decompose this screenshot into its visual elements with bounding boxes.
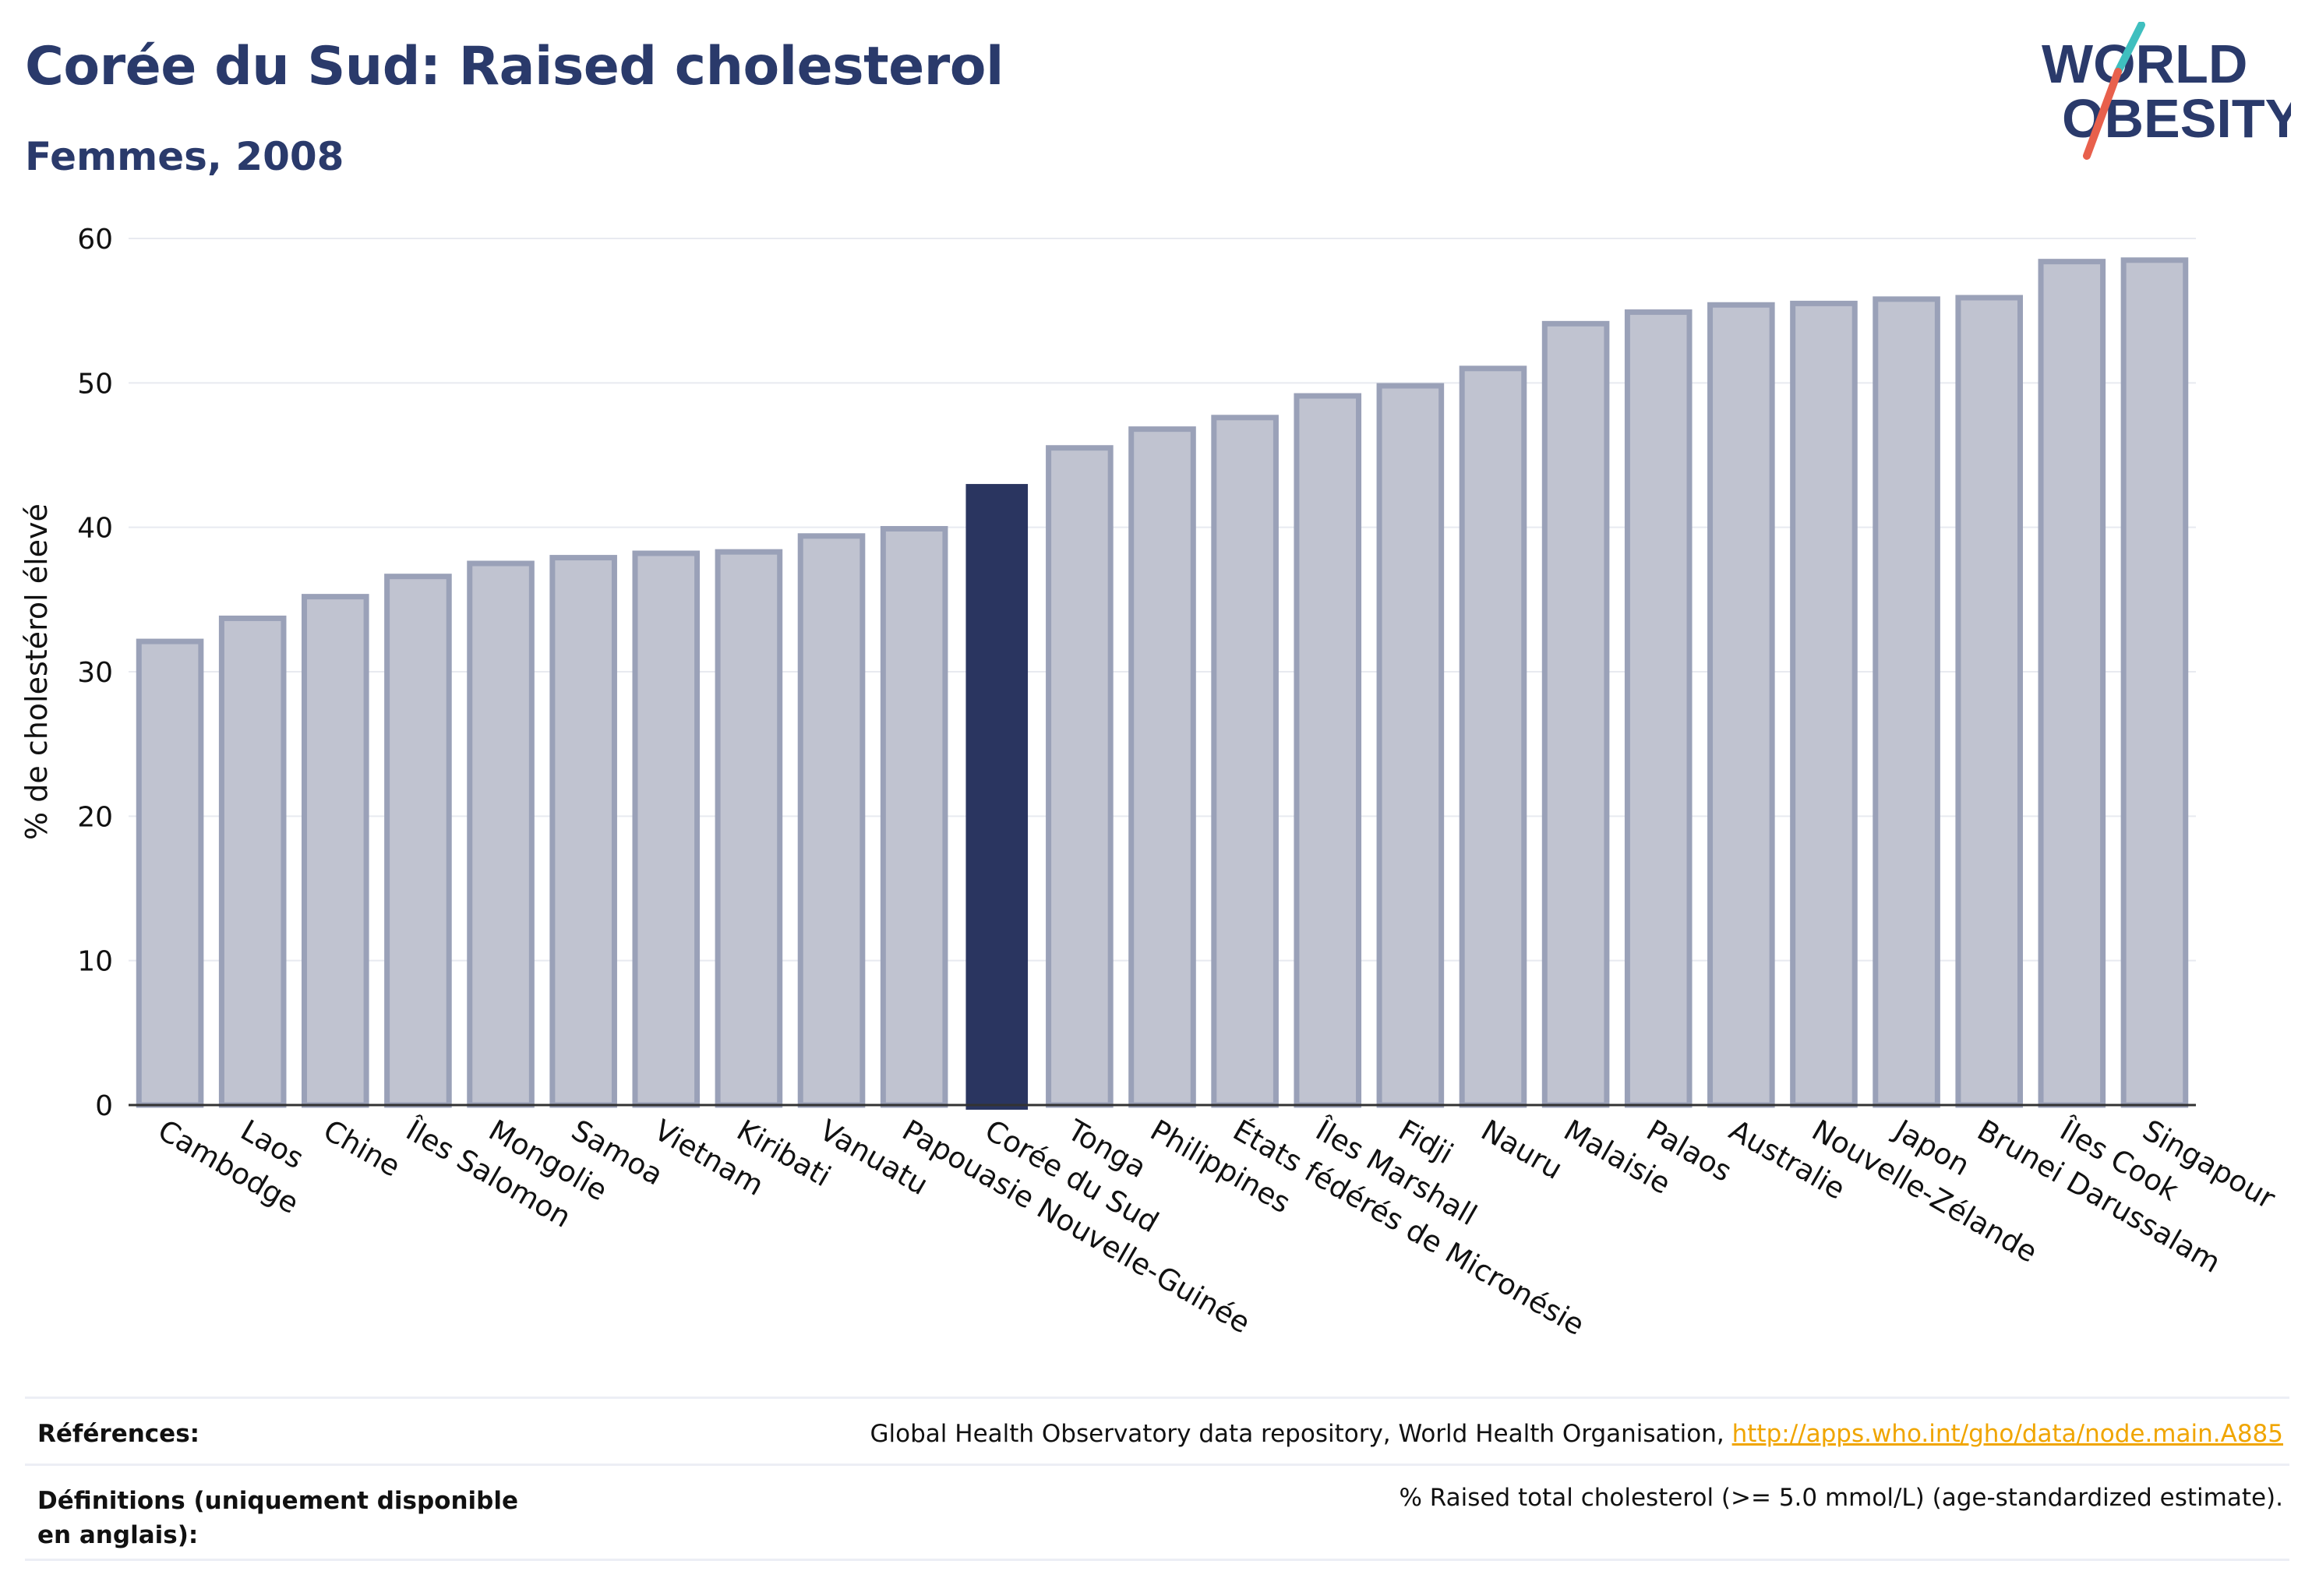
y-tick-label: 0 [95, 1090, 113, 1122]
bar [384, 574, 452, 1108]
y-tick-label: 20 [77, 801, 113, 833]
definitions-label: Définitions (uniquement disponible en an… [37, 1487, 519, 1549]
bar [1046, 445, 1114, 1108]
page-title: Corée du Sud: Raised cholesterol [25, 36, 1004, 97]
x-tick-label: Nauru [1475, 1114, 1568, 1186]
bar [1211, 415, 1279, 1108]
y-tick-label: 50 [77, 368, 113, 400]
bar [1541, 320, 1610, 1108]
x-tick-label: Chine [318, 1114, 406, 1184]
references-text: Global Health Observatory data repositor… [870, 1420, 1732, 1448]
bar [1294, 393, 1362, 1108]
bar [797, 533, 866, 1108]
world-obesity-logo: WORLD OBESITY [2042, 22, 2291, 160]
chart-bars [136, 257, 2189, 1110]
y-axis-ticks: 0 10 20 30 40 50 60 [77, 224, 113, 1122]
y-tick-label: 10 [77, 946, 113, 978]
footer-divider [25, 1559, 2289, 1561]
bar [1790, 300, 1858, 1108]
bar [549, 555, 617, 1108]
references-label: Références: [37, 1420, 200, 1448]
bar [880, 526, 948, 1108]
bar [1459, 365, 1527, 1108]
bar [136, 638, 204, 1108]
bar [218, 615, 287, 1108]
footer-divider [25, 1464, 2289, 1466]
y-tick-label: 30 [77, 657, 113, 689]
footer-divider [25, 1396, 2289, 1399]
references-value: Global Health Observatory data repositor… [870, 1420, 2283, 1448]
bar [632, 550, 701, 1108]
page-subtitle: Femmes, 2008 [25, 134, 344, 179]
bar [1955, 295, 2023, 1108]
bar [302, 594, 369, 1108]
bar [1873, 296, 1940, 1108]
bar [1624, 309, 1693, 1108]
definitions-value: % Raised total cholesterol (>= 5.0 mmol/… [1399, 1484, 2283, 1512]
bar [2038, 259, 2106, 1108]
bar [965, 484, 1029, 1110]
logo-line1: WORLD [2042, 34, 2247, 94]
bar [1707, 302, 1775, 1108]
bar [467, 560, 535, 1108]
y-tick-label: 60 [77, 224, 113, 256]
bar [2120, 257, 2189, 1108]
logo-slash-top [2114, 22, 2145, 76]
references-link[interactable]: http://apps.who.int/gho/data/node.main.A… [1731, 1420, 2283, 1448]
bar [1128, 426, 1196, 1108]
y-tick-label: 40 [77, 513, 113, 545]
y-axis-label: % de cholestérol élevé [19, 503, 54, 840]
bar [715, 549, 783, 1108]
logo-slash-bottom [2083, 68, 2122, 160]
bar [1376, 383, 1445, 1108]
